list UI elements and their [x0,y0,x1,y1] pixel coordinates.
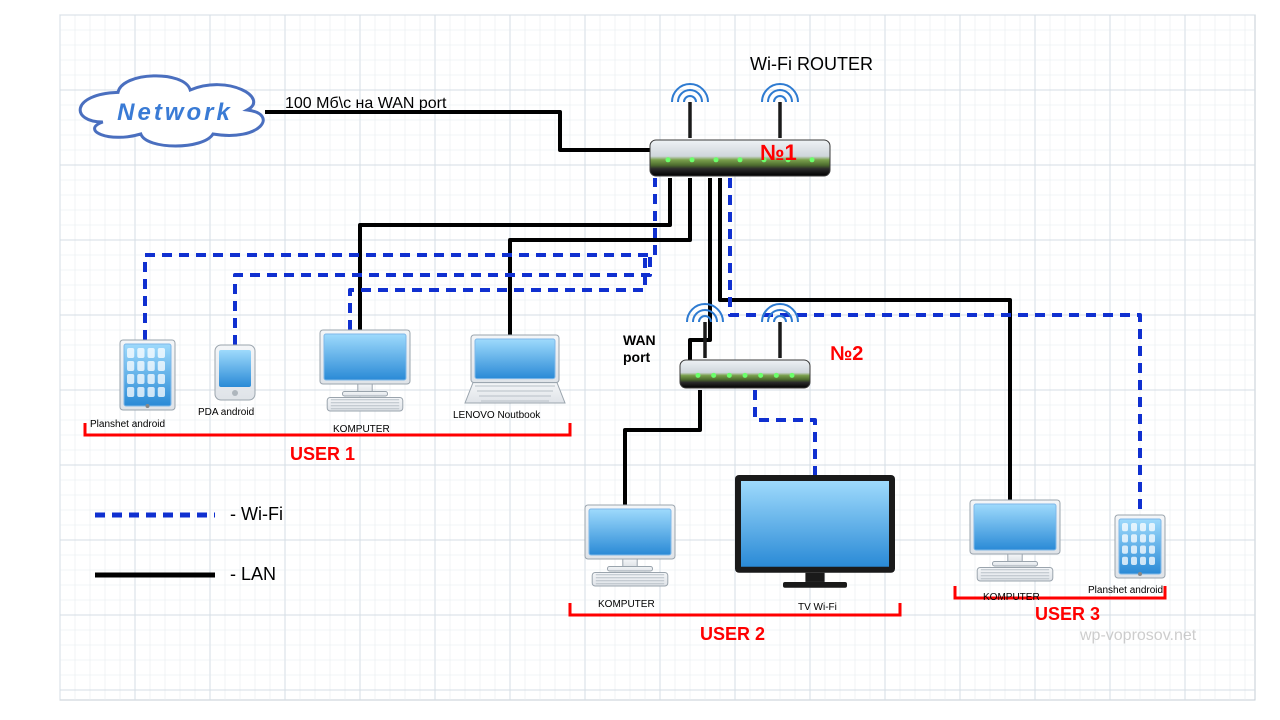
pda-label: PDA android [198,407,254,418]
laptop-label: LENOVO Noutbook [453,410,541,421]
router-title-label: Wi-Fi ROUTER [750,54,873,74]
user-1-label: USER 1 [290,444,355,464]
user-3-label: USER 3 [1035,604,1100,624]
network-cloud-label: Network [117,99,233,126]
wan-port-label-2: port [623,349,651,365]
router-2-label: №2 [830,343,863,365]
tablet2-label: Planshet android [1088,585,1163,596]
tablet1-label: Planshet android [90,419,165,430]
pc2-label: KOMPUTER [598,599,655,610]
user-2-label: USER 2 [700,624,765,644]
pc1-label: KOMPUTER [333,424,390,435]
legend-lan-label: - LAN [230,564,276,584]
legend-wifi-label: - Wi-Fi [230,504,283,524]
tv-label: TV Wi-Fi [798,602,837,613]
wan-port-label: WAN [623,332,656,348]
watermark: wp-voprosov.net [1079,627,1197,644]
wan-speed-label: 100 Мб\с на WAN port [285,95,447,112]
network-diagram: Planshet android PDA android KOMPUTER LENOV… [0,0,1280,720]
router-1-label: №1 [760,140,797,165]
pc3-label: KOMPUTER [983,592,1040,603]
